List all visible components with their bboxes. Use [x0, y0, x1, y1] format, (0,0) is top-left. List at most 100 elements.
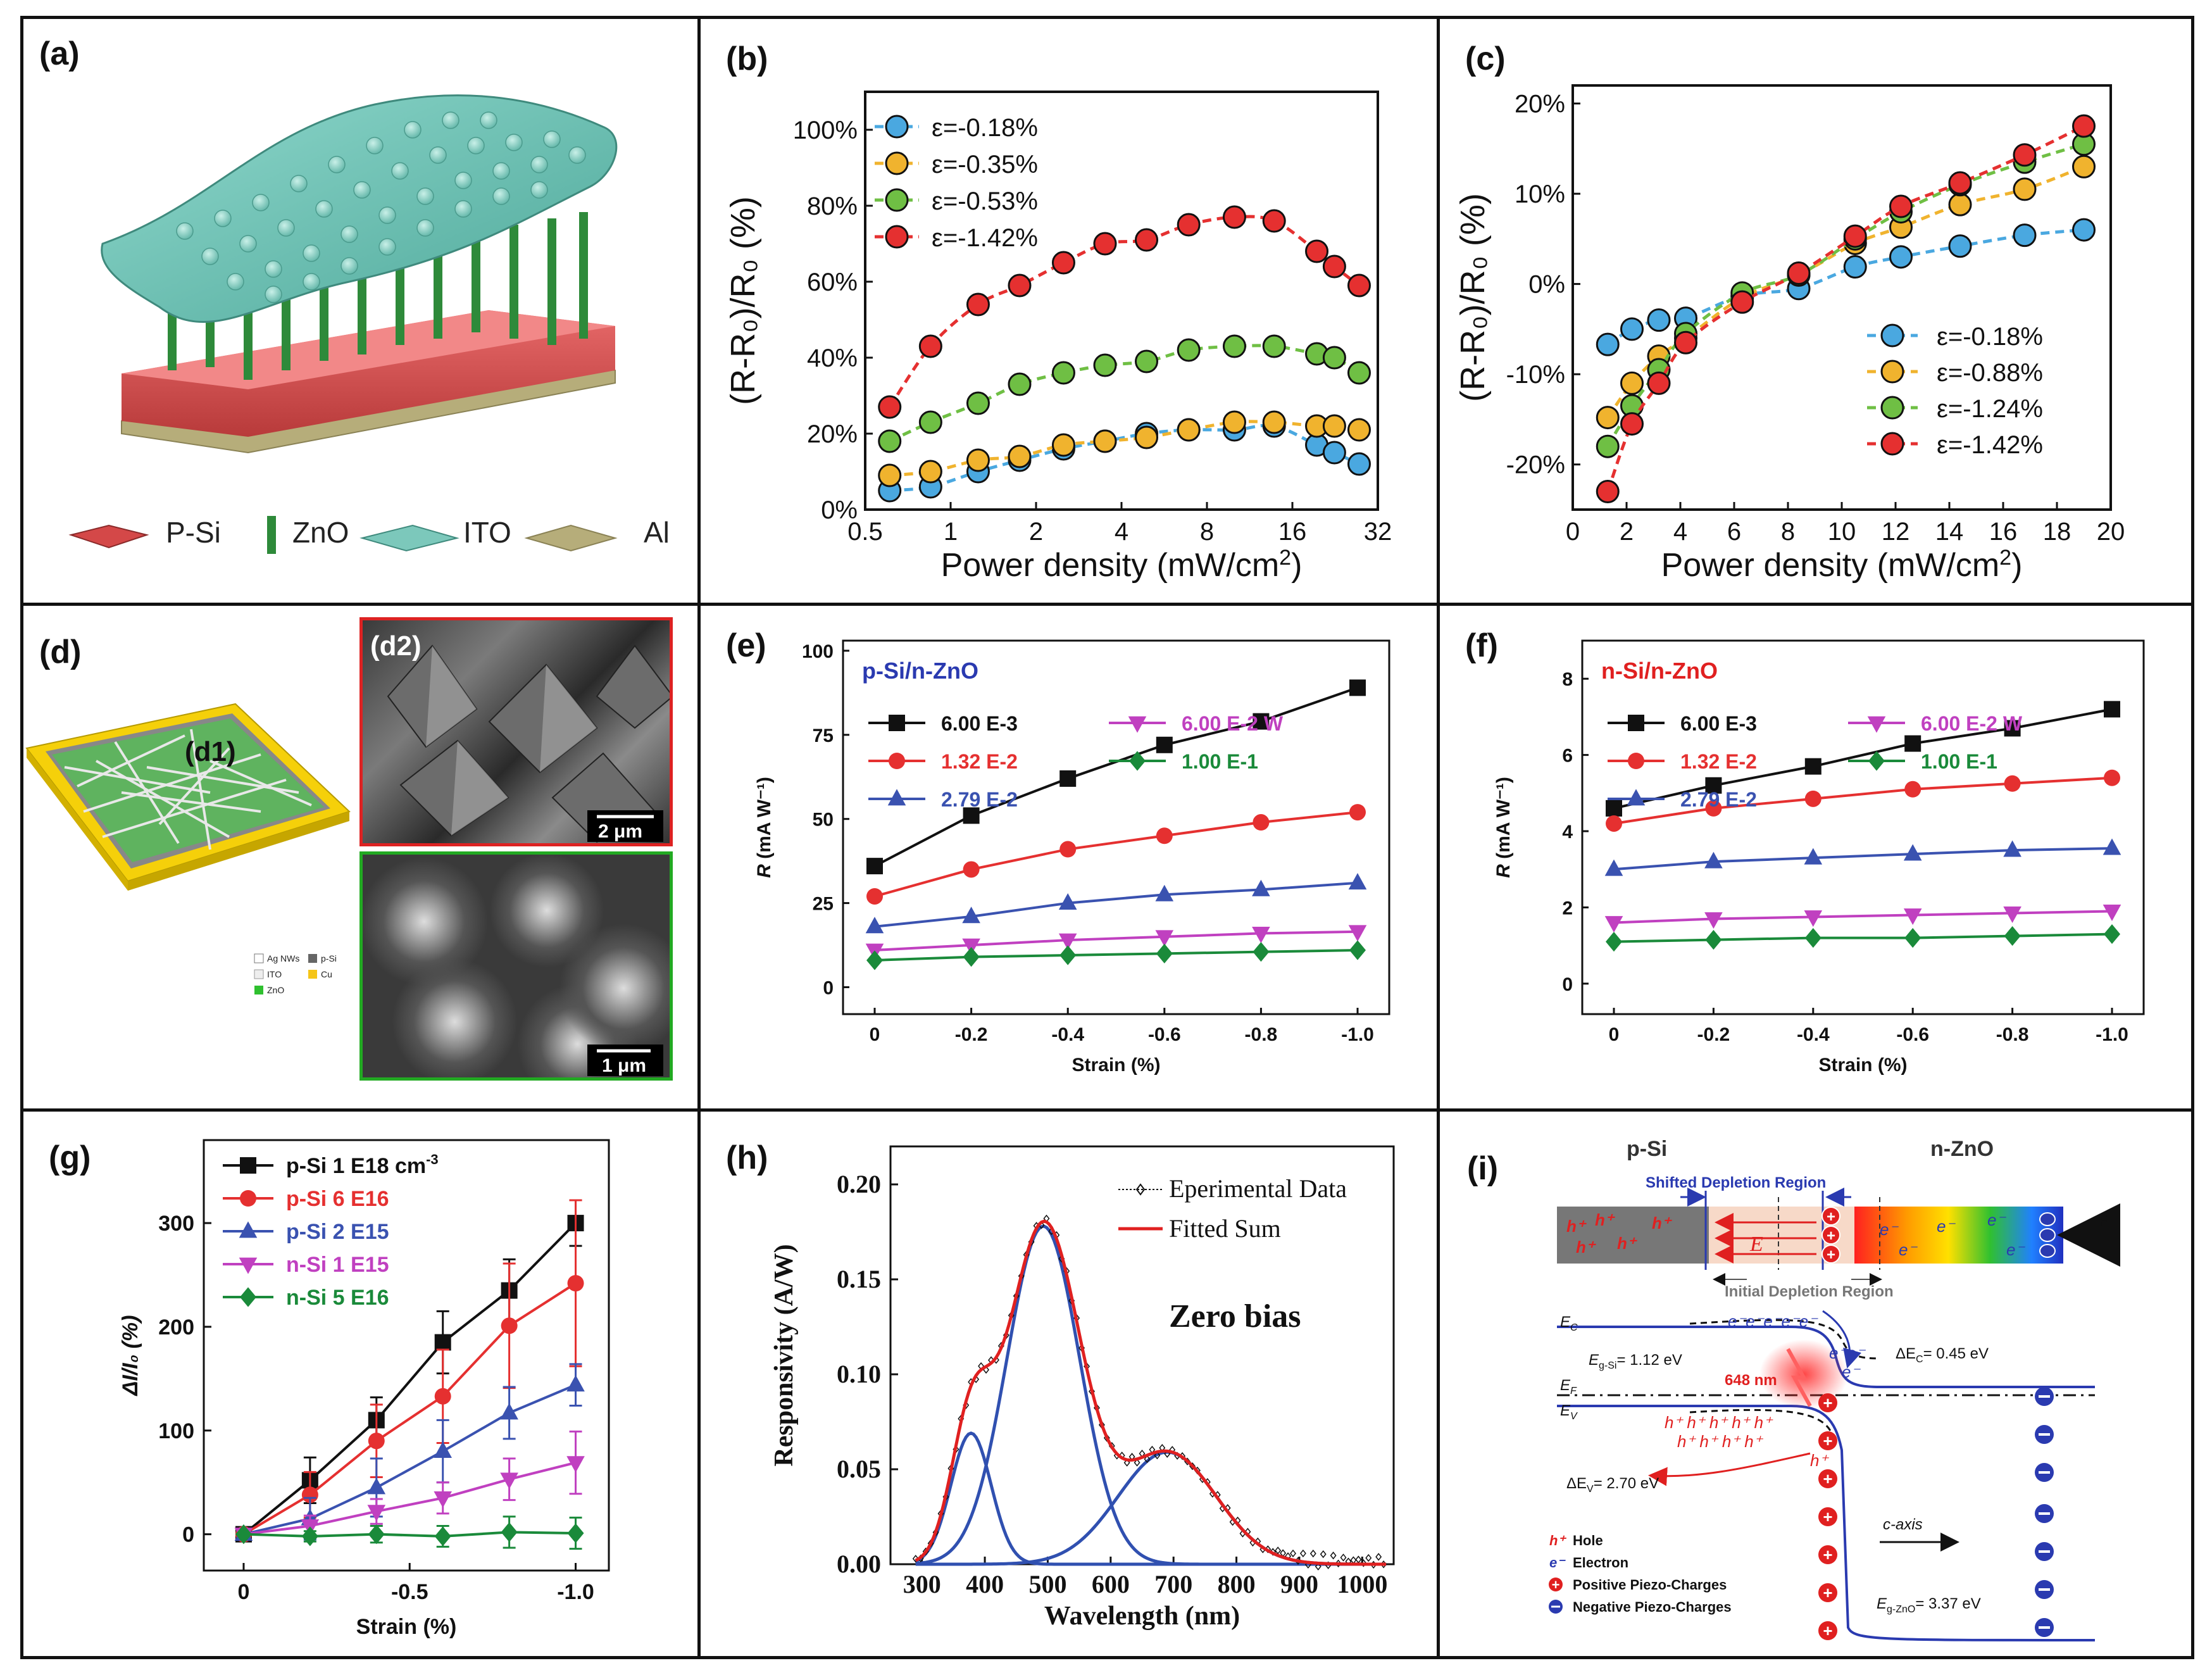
svg-text:+: +	[1552, 1577, 1560, 1593]
data-point	[501, 1317, 518, 1334]
data-point	[1340, 1553, 1347, 1562]
data-point	[963, 861, 980, 878]
data-point	[866, 950, 883, 970]
data-point	[878, 395, 902, 419]
series-line	[874, 881, 1358, 928]
data-point	[1059, 841, 1077, 858]
svg-text:h⁺: h⁺	[1566, 1217, 1587, 1236]
x-tick-label: 1000	[1337, 1570, 1387, 1598]
data-point	[368, 1433, 385, 1450]
data-point	[2104, 924, 2120, 944]
gaussian-component	[915, 1224, 1387, 1566]
series-black	[866, 679, 1366, 875]
svg-text:h⁺: h⁺	[1576, 1238, 1596, 1257]
x-tick-label: 6	[1727, 518, 1741, 546]
legend-label: 2.79 E-2	[1680, 788, 1757, 811]
y-tick-label: 100%	[793, 116, 858, 144]
legend-label: 2.79 E-2	[941, 788, 1018, 811]
zno-swatch	[267, 516, 276, 554]
data-point	[2072, 114, 2096, 138]
legend-label: 1.32 E-2	[1680, 750, 1757, 773]
data-point	[2103, 905, 2121, 922]
y-tick-label: 0.00	[837, 1550, 881, 1578]
data-point	[1156, 943, 1173, 963]
positive-piezo-charges	[1818, 1393, 1837, 1640]
legend-name: p-Si 6 E16	[286, 1187, 389, 1211]
data-point	[1904, 781, 1921, 798]
negative-charges-bar	[2039, 1212, 2056, 1258]
x-label-main: Power density (mW/cm	[1661, 547, 2000, 584]
x-label-end: )	[2011, 547, 2022, 584]
legend-marker	[885, 188, 909, 212]
legend-label: 6.00 E-2 W	[1182, 712, 1284, 735]
x-tick-label: -0.4	[1797, 1024, 1830, 1045]
x-axis-label: Power density (mW/cm2)	[1661, 546, 2023, 584]
data-point	[1305, 239, 1329, 263]
y-axis-label: (R-R₀)/R₀ (%)	[1454, 193, 1492, 402]
data-point	[2004, 925, 2021, 946]
data-point	[1355, 1555, 1362, 1564]
x-tick-label: 700	[1154, 1570, 1192, 1598]
panel-a-label: (a)	[39, 35, 80, 72]
y-axis-label: ΔI/I₀ (%)	[118, 1315, 142, 1397]
chart-c: (c) 0 2 4 6 8 10 12 14 16 18 20 -20% -10% 0% 10% 20% Powe…	[1454, 41, 2125, 584]
x-tick-label: 10	[1828, 518, 1856, 546]
data-point	[963, 947, 980, 967]
x-axis-label: Power density (mW/cm2)	[941, 546, 1303, 584]
data-point	[2103, 838, 2121, 855]
x-tick-label: 32	[1364, 518, 1392, 546]
y-tick-label: 0.20	[837, 1170, 881, 1198]
device-schematic-d: (d1) Ag NWs p-Si ITO Cu ZnO	[25, 703, 351, 995]
y-tick-label: 0%	[821, 496, 858, 524]
data-point	[1290, 1549, 1296, 1558]
x-axis-label: Wavelength (nm)	[1044, 1602, 1240, 1631]
x-tick-label: 16	[1989, 518, 2018, 546]
device-schematic-a: P-Si ZnO ITO Al	[68, 94, 670, 554]
series-red	[866, 804, 1366, 905]
y-axis-label: R (mA W⁻¹)	[754, 777, 775, 878]
legend-label: ε=-0.88%	[1937, 359, 2043, 387]
data-point	[368, 1524, 385, 1545]
y-tick-label: 2	[1562, 898, 1573, 919]
svg-text:e⁻: e⁻	[1880, 1220, 1899, 1239]
wavelength-label: 648 nm	[1725, 1372, 1777, 1389]
x-axis-label: Strain (%)	[356, 1615, 457, 1639]
x-tick-label: 400	[966, 1570, 1004, 1598]
x-tick-label: -0.4	[1051, 1024, 1084, 1045]
data-point	[1948, 234, 1972, 258]
svg-text:+: +	[1823, 1545, 1832, 1564]
svg-text:Eg-Si= 1.12 eV: Eg-Si= 1.12 eV	[1589, 1352, 1682, 1371]
legend-label: ε=-0.53%	[932, 187, 1038, 215]
x-tick-label: 0	[237, 1580, 249, 1604]
svg-text:ZnO: ZnO	[267, 985, 284, 995]
legend-marker	[240, 1157, 256, 1174]
data-point	[1156, 827, 1173, 844]
data-point	[1093, 232, 1117, 256]
data-point	[1262, 410, 1286, 434]
data-point	[966, 448, 990, 472]
x-tick-label: 600	[1092, 1570, 1130, 1598]
svg-text:e⁻: e⁻	[1937, 1217, 1956, 1236]
svg-text:+: +	[1823, 1393, 1832, 1412]
data-point	[1222, 205, 1246, 229]
series-line	[1606, 228, 2084, 346]
series-line	[1613, 776, 2113, 825]
svg-text:e⁻e⁻: e⁻e⁻	[1829, 1343, 1866, 1362]
svg-text:Cu: Cu	[321, 969, 332, 979]
x-tick-label: 0	[1609, 1024, 1620, 1045]
svg-text:EV: EV	[1560, 1402, 1578, 1422]
svg-text:ITO: ITO	[267, 969, 282, 979]
series-red	[235, 1199, 584, 1543]
legend-label: p-Si 1 E18 cm-3	[286, 1151, 439, 1178]
data-point	[966, 292, 990, 317]
series-red	[878, 205, 1371, 419]
data-point	[1322, 254, 1346, 279]
y-tick-label: 0	[1562, 974, 1573, 995]
data-point	[1787, 261, 1811, 285]
y-tick-label: 200	[158, 1315, 194, 1339]
data-point	[1350, 1556, 1357, 1564]
legend-label: ε=-1.42%	[932, 224, 1038, 252]
x-tick-label: 4	[1673, 518, 1687, 546]
data-point	[1348, 873, 1367, 890]
x-tick-label: -1.0	[1341, 1024, 1374, 1045]
